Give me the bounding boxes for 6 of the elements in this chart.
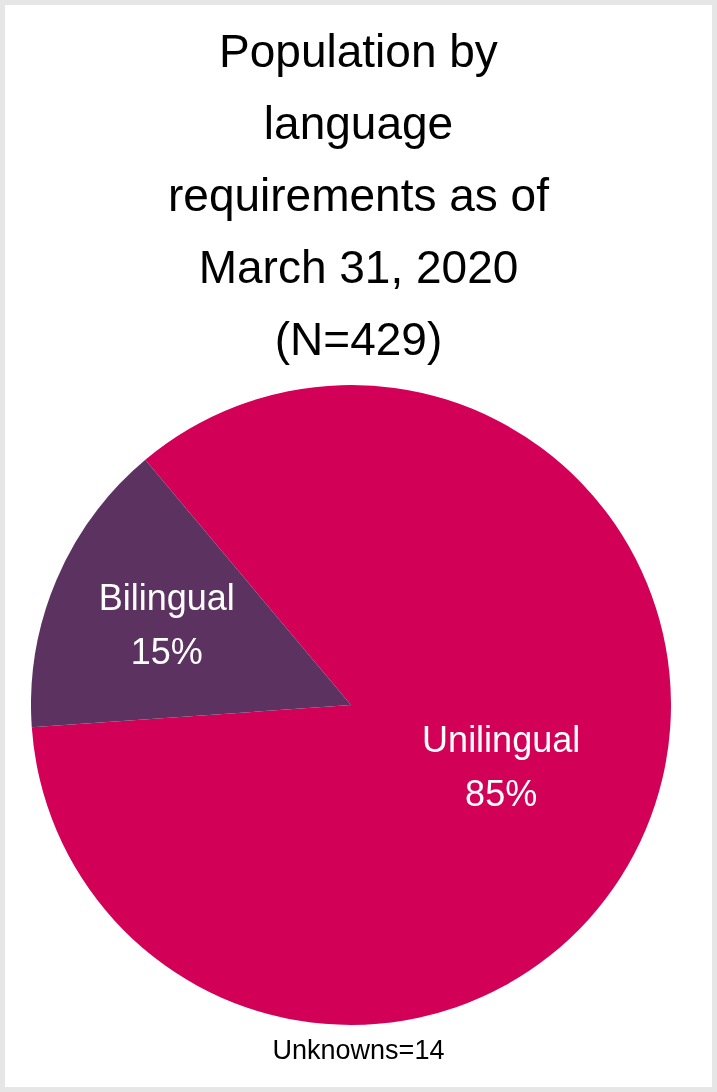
- data-label: 85%: [465, 772, 538, 814]
- slice-label: Bilingual: [98, 576, 235, 618]
- data-label: 15%: [130, 630, 203, 672]
- chart-title: Population by language requirements as of March 31, 2020 (N=429): [167, 24, 550, 367]
- text: Unknowns=14: [272, 1035, 445, 1066]
- slice-label: Unilingual: [422, 718, 581, 760]
